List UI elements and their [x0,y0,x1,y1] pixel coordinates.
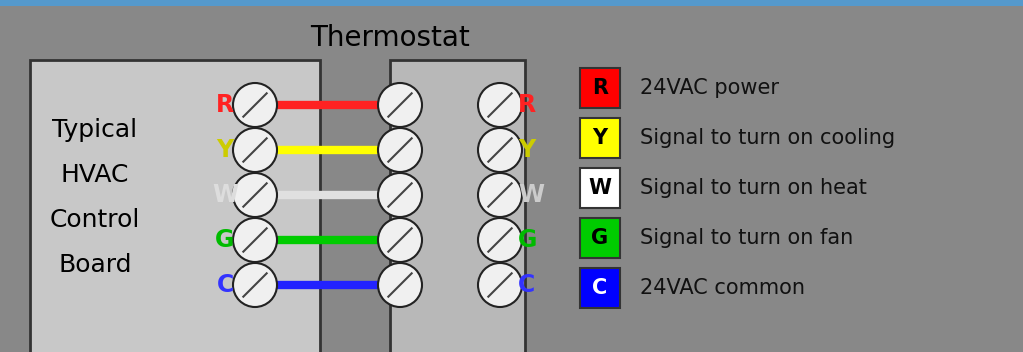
Text: Y: Y [217,138,233,162]
Text: 24VAC common: 24VAC common [640,278,805,298]
Text: C: C [592,278,608,298]
Text: G: G [518,228,537,252]
Text: Signal to turn on heat: Signal to turn on heat [640,178,866,198]
Circle shape [478,218,522,262]
Circle shape [233,218,277,262]
Text: R: R [216,93,234,117]
Text: Signal to turn on cooling: Signal to turn on cooling [640,128,895,148]
Text: 24VAC power: 24VAC power [640,78,779,98]
Circle shape [379,263,422,307]
Circle shape [233,83,277,127]
Text: R: R [518,93,536,117]
Circle shape [233,128,277,172]
Circle shape [233,263,277,307]
Circle shape [379,128,422,172]
Bar [390,60,525,352]
Text: Y: Y [518,138,535,162]
Circle shape [478,128,522,172]
Bar [580,118,620,158]
Text: G: G [215,228,234,252]
Circle shape [478,173,522,217]
Circle shape [379,218,422,262]
Circle shape [478,263,522,307]
Text: Thermostat: Thermostat [310,24,470,52]
Bar [0,0,1023,6]
Text: W: W [518,183,544,207]
Text: C: C [217,273,233,297]
Circle shape [233,173,277,217]
Text: HVAC: HVAC [60,163,129,187]
Text: Typical: Typical [52,118,137,142]
Bar [30,60,320,352]
Text: G: G [591,228,609,248]
Bar [580,168,620,208]
Bar [580,218,620,258]
Circle shape [478,83,522,127]
Text: Board: Board [58,253,132,277]
Text: R: R [592,78,608,98]
Bar [580,268,620,308]
Text: Control: Control [50,208,140,232]
Circle shape [379,173,422,217]
Text: Signal to turn on fan: Signal to turn on fan [640,228,853,248]
Text: W: W [212,183,238,207]
Circle shape [379,83,422,127]
Text: Y: Y [592,128,608,148]
Text: W: W [588,178,612,198]
Bar [580,68,620,108]
Text: C: C [518,273,535,297]
